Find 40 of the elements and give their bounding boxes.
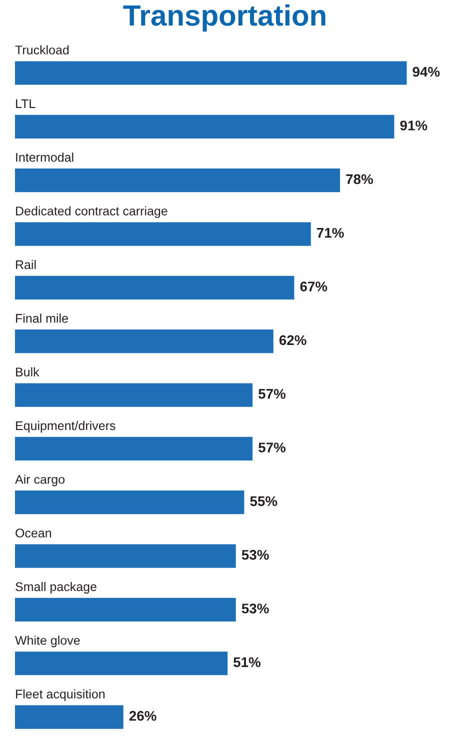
y-tick-label: Dedicated contract carriage bbox=[16, 206, 168, 218]
data-label: 55% bbox=[250, 496, 278, 506]
y-tick-label: Truckload bbox=[15, 45, 69, 54]
bar bbox=[15, 222, 311, 246]
data-label: 57% bbox=[258, 442, 286, 452]
data-label: 78% bbox=[346, 174, 374, 184]
data-label: 62% bbox=[279, 335, 306, 346]
bar bbox=[15, 705, 124, 729]
y-tick-label: Fleet acquisition bbox=[16, 689, 105, 701]
data-label: 71% bbox=[317, 228, 344, 238]
bar bbox=[15, 383, 253, 407]
data-label: 53% bbox=[242, 550, 269, 560]
data-label: 57% bbox=[258, 388, 286, 399]
data-label: 67% bbox=[300, 282, 328, 292]
bar bbox=[15, 114, 394, 138]
y-tick-label: LTL bbox=[16, 99, 36, 108]
data-label: 53% bbox=[242, 604, 269, 614]
y-tick-label: Intermodal bbox=[16, 152, 74, 162]
bar bbox=[15, 652, 228, 676]
bar bbox=[15, 436, 253, 460]
y-tick-label: Air cargo bbox=[15, 474, 64, 486]
bar bbox=[15, 61, 407, 85]
bar bbox=[15, 490, 244, 514]
bar bbox=[15, 598, 236, 622]
y-tick-label: Small package bbox=[16, 582, 96, 594]
y-tick-label: Ocean bbox=[16, 528, 52, 538]
bar bbox=[15, 276, 294, 300]
y-tick-label: Rail bbox=[16, 260, 36, 270]
bar bbox=[15, 544, 236, 568]
data-label: 26% bbox=[129, 710, 156, 721]
y-tick-label: Equipment/drivers bbox=[16, 420, 116, 433]
data-label: 51% bbox=[234, 657, 261, 668]
data-label: 91% bbox=[400, 120, 428, 130]
bar bbox=[15, 330, 274, 354]
data-label: 94% bbox=[412, 66, 440, 77]
bar bbox=[15, 168, 340, 192]
y-tick-label: White glove bbox=[15, 636, 80, 648]
chart-title: Transportation bbox=[123, 4, 326, 32]
y-tick-label: Final mile bbox=[16, 314, 68, 323]
y-tick-label: Bulk bbox=[16, 367, 40, 376]
